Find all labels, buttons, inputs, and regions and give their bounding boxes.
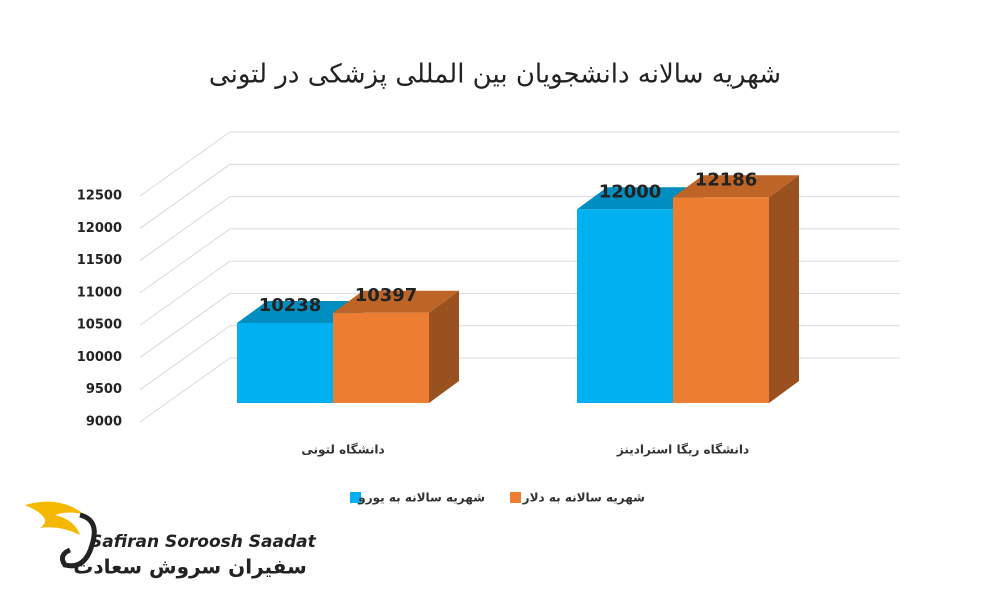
value-label: 10238 — [259, 295, 322, 316]
x-tick-label: دانشگاه ریگا استرادینز — [616, 443, 749, 457]
y-tick-label: 12000 — [77, 221, 122, 236]
y-tick-label: 11500 — [77, 253, 122, 268]
y-tick-label: 12500 — [77, 189, 122, 204]
logo: Safiran Soroosh Saadat سفیران سروش سعادت — [25, 501, 317, 579]
y-tick-label: 9500 — [86, 382, 122, 397]
bar-top — [333, 290, 459, 313]
y-tick-label: 10000 — [77, 350, 122, 365]
bar — [673, 175, 799, 403]
legend-swatch — [350, 492, 361, 503]
logo-text-fa: سفیران سروش سعادت — [73, 555, 307, 579]
x-tick-label: دانشگاه لتونی — [301, 443, 384, 458]
bar-front — [673, 197, 769, 403]
legend-swatch — [510, 492, 521, 503]
bar — [333, 290, 459, 403]
y-tick-label: 11000 — [77, 285, 122, 300]
logo-wing — [25, 501, 85, 535]
value-label: 12000 — [599, 181, 662, 202]
grid-line — [139, 131, 900, 197]
logo-swan — [59, 512, 97, 569]
bar-front — [333, 312, 429, 403]
bar-front — [577, 209, 673, 403]
grid-line — [139, 163, 900, 229]
value-label: 10397 — [355, 285, 418, 306]
bar-top — [577, 187, 703, 210]
bar-top — [673, 175, 799, 198]
bar-side — [429, 290, 459, 403]
chart-title: شهریه سالانه دانشجویان بین المللی پزشکی … — [209, 60, 781, 90]
legend-label: شهریه سالانه به یورو — [357, 491, 485, 506]
legend-label: شهریه سالانه به دلار — [522, 491, 645, 505]
bar-front — [237, 323, 333, 403]
logo-text: Safiran Soroosh Saadat — [90, 532, 317, 552]
y-tick-label: 9000 — [86, 415, 122, 430]
y-tick-label: 10500 — [77, 318, 122, 333]
bar-top — [237, 301, 363, 324]
value-label: 12186 — [695, 169, 758, 190]
bar-side — [769, 175, 799, 403]
